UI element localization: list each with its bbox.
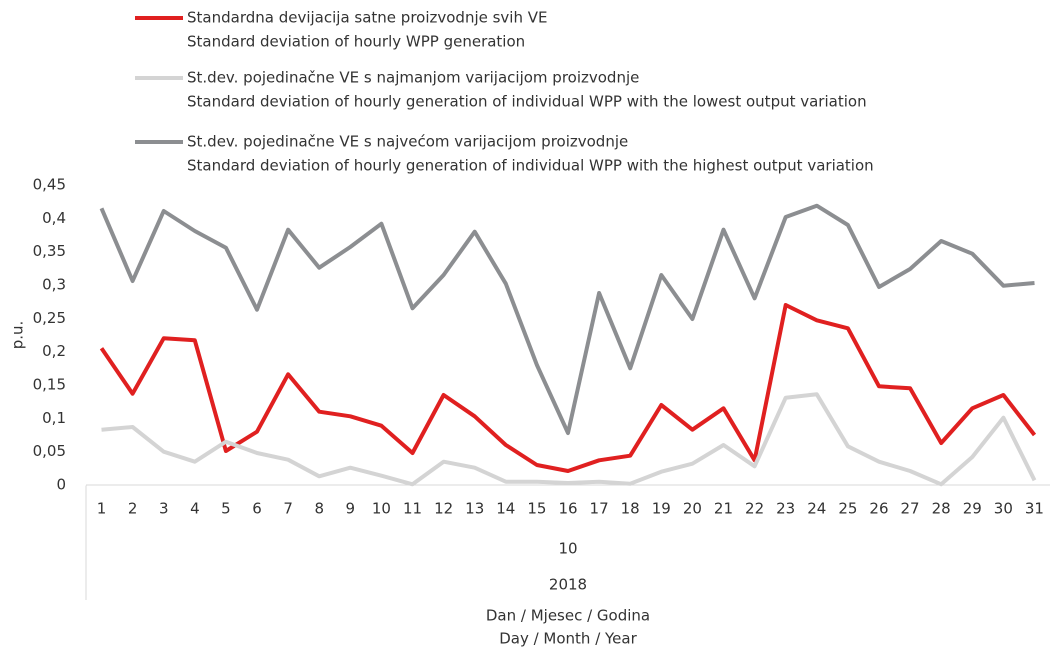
legend-label: St.dev. pojedinačne VE s najmanjom varij… xyxy=(187,69,639,87)
y-tick-label: 0,15 xyxy=(33,376,66,394)
y-tick-label: 0,2 xyxy=(42,342,66,360)
x-tick-label: 6 xyxy=(252,500,262,518)
year-label: 2018 xyxy=(549,576,587,594)
y-tick-label: 0,4 xyxy=(42,209,66,227)
month-label: 10 xyxy=(558,540,577,558)
x-axis-label: Dan / Mjesec / Godina xyxy=(486,607,650,625)
x-tick-label: 26 xyxy=(869,500,888,518)
x-tick-label: 14 xyxy=(496,500,515,518)
x-tick-label: 12 xyxy=(434,500,453,518)
y-axis-label: p.u. xyxy=(9,321,27,350)
x-tick-label: 3 xyxy=(159,500,169,518)
x-tick-label: 23 xyxy=(776,500,795,518)
x-tick-label: 11 xyxy=(403,500,422,518)
y-tick-label: 0,3 xyxy=(42,276,66,294)
legend-label: Standard deviation of hourly generation … xyxy=(187,93,867,111)
x-tick-label: 24 xyxy=(807,500,826,518)
y-tick-label: 0,1 xyxy=(42,409,66,427)
x-tick-label: 10 xyxy=(372,500,391,518)
x-tick-label: 7 xyxy=(283,500,293,518)
x-tick-label: 15 xyxy=(527,500,546,518)
x-tick-label: 21 xyxy=(714,500,733,518)
x-tick-label: 27 xyxy=(901,500,920,518)
legend-label: Standardna devijacija satne proizvodnje … xyxy=(187,9,548,27)
x-tick-label: 5 xyxy=(221,500,231,518)
x-tick-label: 13 xyxy=(465,500,484,518)
legend-label: St.dev. pojedinačne VE s najvećom varija… xyxy=(187,133,628,151)
y-tick-label: 0,45 xyxy=(33,176,66,194)
series-line xyxy=(101,392,1037,487)
legend-label: Standard deviation of hourly WPP generat… xyxy=(187,33,525,51)
x-tick-label: 29 xyxy=(963,500,982,518)
x-tick-label: 2 xyxy=(128,500,138,518)
y-tick-label: 0 xyxy=(56,476,66,494)
x-axis-label: Day / Month / Year xyxy=(499,630,637,648)
series-line xyxy=(99,203,1035,435)
x-tick-label: 30 xyxy=(994,500,1013,518)
y-tick-label: 0,35 xyxy=(33,242,66,260)
x-tick-label: 1 xyxy=(97,500,107,518)
x-tick-label: 19 xyxy=(652,500,671,518)
x-tick-label: 28 xyxy=(932,500,951,518)
x-tick-label: 18 xyxy=(621,500,640,518)
y-tick-label: 0,25 xyxy=(33,309,66,327)
x-tick-label: 31 xyxy=(1025,500,1044,518)
x-tick-label: 20 xyxy=(683,500,702,518)
x-tick-label: 16 xyxy=(558,500,577,518)
x-tick-label: 17 xyxy=(590,500,609,518)
legend-label: Standard deviation of hourly generation … xyxy=(187,157,874,175)
series-line xyxy=(99,303,1037,473)
x-tick-label: 22 xyxy=(745,500,764,518)
y-tick-label: 0,05 xyxy=(33,442,66,460)
x-tick-label: 4 xyxy=(190,500,200,518)
x-tick-label: 25 xyxy=(838,500,857,518)
x-tick-label: 9 xyxy=(346,500,356,518)
x-tick-label: 8 xyxy=(314,500,324,518)
